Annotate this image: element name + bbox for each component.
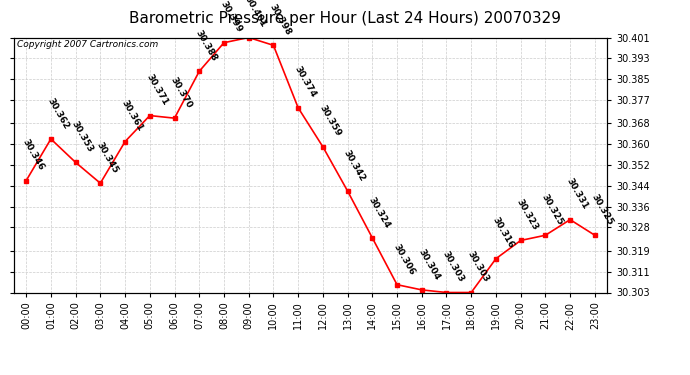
Text: 30.323: 30.323	[515, 198, 540, 232]
Text: 30.370: 30.370	[169, 75, 194, 110]
Text: 30.306: 30.306	[391, 242, 417, 276]
Text: 30.361: 30.361	[119, 99, 144, 133]
Text: 30.325: 30.325	[589, 192, 614, 227]
Text: 30.342: 30.342	[342, 148, 367, 183]
Text: 30.325: 30.325	[540, 192, 565, 227]
Text: 30.359: 30.359	[317, 104, 342, 138]
Text: Barometric Pressure per Hour (Last 24 Hours) 20070329: Barometric Pressure per Hour (Last 24 Ho…	[129, 11, 561, 26]
Text: 30.371: 30.371	[144, 73, 169, 107]
Text: 30.401: 30.401	[243, 0, 268, 29]
Text: Copyright 2007 Cartronics.com: Copyright 2007 Cartronics.com	[17, 40, 158, 49]
Text: 30.303: 30.303	[466, 250, 491, 284]
Text: 30.324: 30.324	[367, 195, 392, 230]
Text: 30.388: 30.388	[194, 28, 219, 63]
Text: 30.353: 30.353	[70, 120, 95, 154]
Text: 30.399: 30.399	[219, 0, 244, 34]
Text: 30.304: 30.304	[416, 247, 441, 282]
Text: 30.303: 30.303	[441, 250, 466, 284]
Text: 30.398: 30.398	[268, 3, 293, 37]
Text: 30.331: 30.331	[564, 177, 589, 211]
Text: 30.374: 30.374	[293, 65, 318, 99]
Text: 30.345: 30.345	[95, 140, 120, 175]
Text: 30.346: 30.346	[21, 138, 46, 172]
Text: 30.316: 30.316	[491, 216, 515, 250]
Text: 30.362: 30.362	[46, 96, 70, 130]
